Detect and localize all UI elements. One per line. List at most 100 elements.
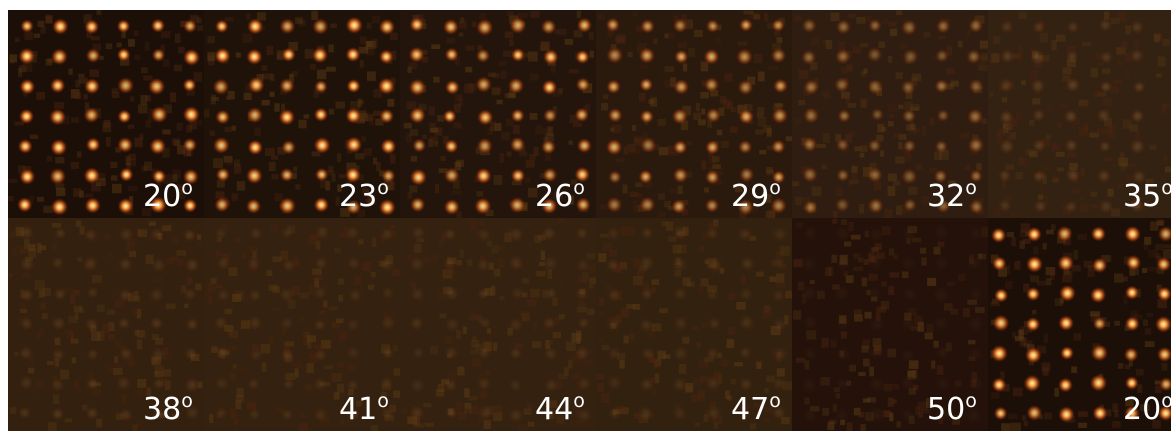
noise <box>926 323 934 333</box>
noise <box>1114 409 1119 418</box>
noise <box>186 124 193 133</box>
noise <box>1043 333 1049 344</box>
noise <box>1078 411 1088 417</box>
noise <box>809 279 815 285</box>
noise <box>1017 45 1023 56</box>
noise <box>612 124 622 133</box>
lattice-spot <box>1057 254 1075 272</box>
lattice-spot <box>182 286 198 302</box>
noise <box>880 300 890 310</box>
lattice-spot <box>835 137 851 153</box>
noise <box>270 73 275 81</box>
noise <box>467 259 473 266</box>
noise <box>365 40 376 50</box>
noise <box>29 356 34 363</box>
lattice-spot <box>801 136 818 153</box>
image-panel: 38o <box>8 218 204 431</box>
lattice-spot <box>508 16 527 35</box>
noise <box>96 418 103 428</box>
lattice-spot <box>933 315 949 331</box>
noise <box>699 245 705 252</box>
noise <box>390 153 396 164</box>
noise <box>166 221 171 230</box>
angle-value: 38 <box>143 392 181 427</box>
noise <box>225 96 231 101</box>
noise <box>524 52 530 58</box>
noise <box>1146 312 1154 317</box>
noise <box>45 58 53 66</box>
noise <box>373 157 378 165</box>
noise <box>1018 156 1024 166</box>
noise <box>464 388 470 398</box>
noise <box>600 233 609 238</box>
noise <box>822 133 830 143</box>
noise <box>294 368 299 378</box>
noise <box>468 395 478 401</box>
noise <box>8 272 13 278</box>
noise <box>366 22 372 29</box>
noise <box>614 36 625 43</box>
noise <box>816 143 826 149</box>
noise <box>1052 178 1059 183</box>
noise <box>820 377 830 386</box>
noise <box>1083 99 1090 108</box>
lattice-spot <box>212 314 230 332</box>
noise <box>114 356 119 364</box>
noise <box>453 103 461 113</box>
noise <box>357 98 362 108</box>
noise <box>1116 47 1126 55</box>
lattice-spot <box>212 78 230 96</box>
noise <box>1071 265 1081 272</box>
angle-label: 47o <box>731 390 781 427</box>
noise <box>698 284 704 294</box>
noise <box>1142 319 1148 327</box>
noise <box>270 223 278 232</box>
lattice-spot <box>834 48 852 66</box>
noise <box>749 235 757 241</box>
noise <box>1140 404 1150 411</box>
lattice-spot <box>214 196 230 213</box>
noise <box>193 72 202 82</box>
noise <box>527 187 538 198</box>
noise <box>312 268 322 276</box>
lattice-spot <box>934 255 950 271</box>
lattice-spot <box>969 169 984 184</box>
lattice-spot <box>1025 255 1044 273</box>
noise <box>938 416 943 425</box>
noise <box>19 65 27 73</box>
noise <box>1154 32 1163 39</box>
lattice-spot <box>246 106 264 124</box>
noise <box>280 250 289 261</box>
noise <box>247 401 257 411</box>
lattice-spot <box>311 376 329 393</box>
lattice-spot <box>639 287 654 302</box>
lattice-spot <box>835 225 852 242</box>
noise <box>830 12 840 22</box>
lattice-spot <box>1124 316 1141 332</box>
lattice-spot <box>705 107 722 124</box>
noise <box>589 50 594 58</box>
noise <box>971 372 978 382</box>
noise <box>174 33 181 43</box>
noise <box>1124 364 1131 369</box>
noise <box>242 33 253 44</box>
lattice-spot <box>1064 49 1080 65</box>
lattice-spot <box>968 198 985 215</box>
noise <box>504 93 509 98</box>
image-panel: 23o <box>204 10 400 218</box>
noise <box>659 308 668 314</box>
noise <box>29 134 39 140</box>
noise <box>137 104 148 114</box>
lattice-spot <box>182 137 198 153</box>
noise <box>906 238 911 244</box>
noise <box>336 153 342 162</box>
noise <box>1052 143 1061 148</box>
noise <box>161 225 172 232</box>
noise <box>232 293 242 302</box>
noise <box>804 397 810 405</box>
noise <box>488 262 494 270</box>
lattice-spot <box>442 18 460 36</box>
noise <box>52 394 60 405</box>
lattice-spot <box>182 105 201 124</box>
noise <box>762 417 771 423</box>
